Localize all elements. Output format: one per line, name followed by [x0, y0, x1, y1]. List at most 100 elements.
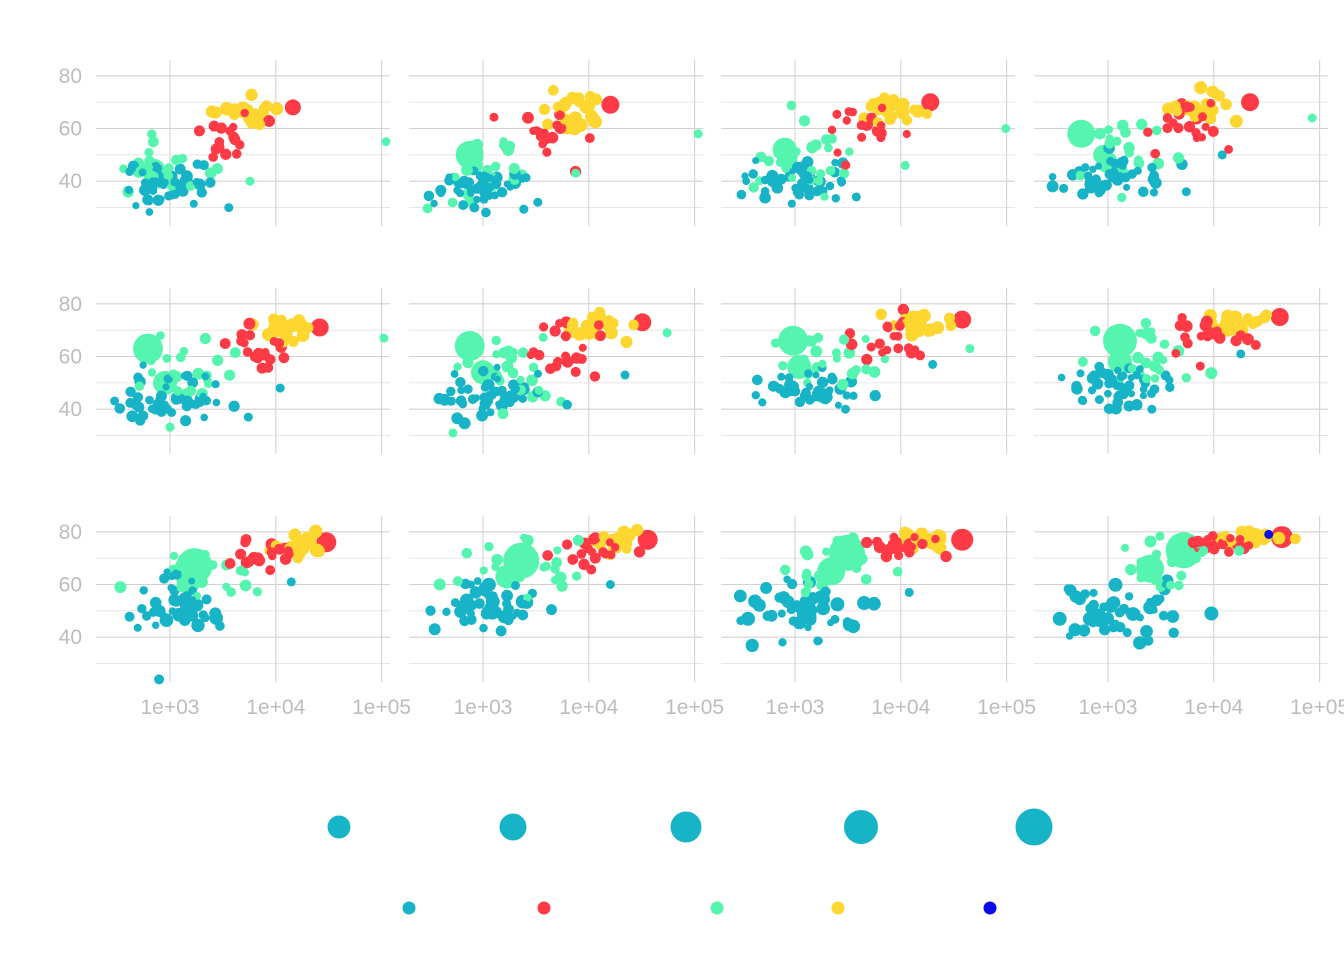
data-point	[295, 322, 307, 334]
data-point	[542, 550, 553, 561]
data-point	[562, 399, 572, 410]
x-tick-label: 1e+05	[977, 696, 1036, 719]
data-point	[180, 415, 192, 427]
data-point	[1140, 357, 1152, 369]
data-point	[522, 548, 533, 558]
data-point	[517, 347, 529, 358]
data-point	[570, 366, 581, 377]
data-point	[1118, 162, 1126, 170]
data-point	[302, 322, 314, 333]
data-point	[114, 403, 126, 414]
data-point	[533, 369, 543, 378]
data-point	[491, 553, 504, 566]
data-point	[860, 573, 872, 585]
data-point	[242, 347, 253, 357]
data-point	[931, 534, 940, 544]
data-point	[1136, 365, 1144, 373]
data-point	[1196, 331, 1206, 341]
data-point	[214, 136, 225, 147]
data-point	[1145, 332, 1157, 344]
data-point	[244, 330, 256, 341]
data-point	[1217, 150, 1227, 160]
data-point	[1079, 397, 1088, 406]
facet-panel-5: 40 60 80	[59, 288, 390, 454]
data-point	[189, 199, 198, 208]
data-point	[1147, 327, 1156, 336]
data-point	[145, 395, 154, 405]
data-point	[179, 346, 189, 356]
data-point	[520, 533, 529, 542]
data-point	[168, 572, 176, 581]
data-point	[430, 199, 438, 208]
data-point	[861, 334, 870, 344]
data-point	[798, 115, 811, 127]
data-point	[601, 95, 620, 114]
data-point	[1180, 332, 1190, 343]
facet-panel-12: 1e+03 1e+04 1e+05	[1034, 516, 1344, 719]
data-point	[539, 562, 549, 572]
data-point	[196, 187, 207, 198]
data-point	[492, 350, 501, 359]
data-point	[784, 373, 794, 383]
data-point	[1089, 588, 1098, 597]
data-point	[1136, 557, 1146, 567]
data-point	[620, 335, 633, 348]
data-point	[1122, 344, 1131, 353]
data-point	[526, 374, 538, 387]
data-point	[1125, 563, 1137, 576]
data-point	[550, 564, 560, 574]
data-point	[175, 179, 184, 188]
data-point	[509, 612, 517, 620]
data-point	[160, 182, 168, 190]
data-point	[1260, 309, 1273, 321]
data-point	[159, 611, 167, 619]
data-point	[594, 306, 606, 318]
data-point	[1048, 172, 1057, 181]
data-point	[192, 159, 203, 170]
data-point	[812, 371, 820, 379]
data-point	[586, 564, 597, 575]
data-point	[469, 202, 480, 213]
data-point	[1123, 183, 1131, 191]
data-point	[147, 136, 159, 148]
data-point	[830, 597, 845, 612]
data-point	[201, 594, 212, 605]
data-point	[489, 112, 499, 122]
data-point	[1181, 373, 1192, 383]
data-point	[887, 111, 898, 122]
data-point	[494, 375, 502, 383]
data-point	[1272, 531, 1286, 545]
data-point	[1155, 531, 1165, 541]
data-point	[174, 163, 186, 175]
data-point	[471, 138, 484, 151]
data-point	[1111, 619, 1120, 627]
data-point	[1190, 540, 1200, 549]
data-point	[1088, 617, 1098, 628]
y-tick-label: 40	[59, 398, 82, 421]
data-point	[181, 400, 192, 412]
data-point	[243, 317, 256, 330]
data-point	[124, 611, 135, 622]
facet-panel-3	[721, 60, 1015, 226]
data-point	[820, 586, 831, 598]
data-point	[132, 392, 144, 403]
data-point	[850, 365, 861, 376]
data-point	[1098, 151, 1108, 161]
data-point	[1226, 316, 1238, 328]
data-point	[578, 558, 590, 571]
data-point	[534, 385, 544, 395]
data-point	[469, 586, 482, 599]
data-point	[831, 194, 841, 203]
data-point	[875, 308, 887, 321]
data-point	[837, 179, 846, 187]
data-point	[171, 594, 179, 603]
data-point	[1114, 390, 1125, 400]
data-point	[603, 316, 614, 327]
data-point	[1142, 374, 1152, 384]
data-point	[1139, 392, 1147, 400]
data-point	[495, 625, 507, 637]
data-point	[228, 103, 241, 115]
data-point	[1250, 339, 1261, 351]
data-point	[910, 324, 921, 336]
